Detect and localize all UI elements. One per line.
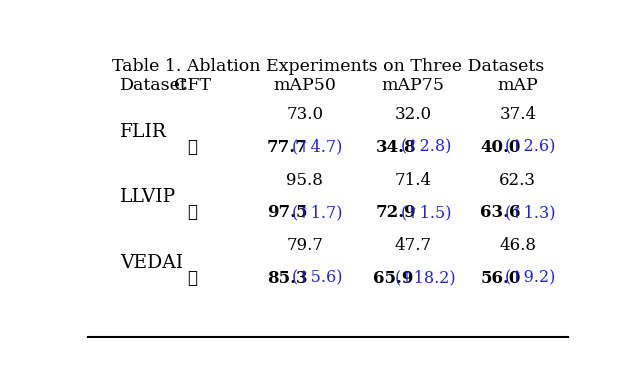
Text: 72.9: 72.9 [376,204,416,221]
Text: 77.7: 77.7 [267,139,308,156]
Text: 47.7: 47.7 [395,237,432,254]
Text: 56.0: 56.0 [480,270,520,287]
Text: ✓: ✓ [188,204,197,221]
Text: CFT: CFT [174,77,211,94]
Text: 37.4: 37.4 [499,106,536,124]
Text: LLVIP: LLVIP [120,188,177,206]
Text: 40.0: 40.0 [480,139,520,156]
Text: (↑4.7): (↑4.7) [292,139,343,156]
Text: (↑5.6): (↑5.6) [292,270,343,287]
Text: (↑2.6): (↑2.6) [505,139,556,156]
Text: Dataset: Dataset [120,77,188,94]
Text: mAP: mAP [497,77,538,94]
Text: FLIR: FLIR [120,123,167,141]
Text: 79.7: 79.7 [286,237,323,254]
Text: 65.9: 65.9 [373,270,413,287]
Text: Table 1. Ablation Experiments on Three Datasets: Table 1. Ablation Experiments on Three D… [112,58,544,75]
Text: ✓: ✓ [188,270,197,287]
Text: 85.3: 85.3 [267,270,308,287]
Text: 97.5: 97.5 [267,204,308,221]
Text: mAP50: mAP50 [273,77,336,94]
Text: 62.3: 62.3 [499,172,536,189]
Text: (↑1.7): (↑1.7) [292,204,343,221]
Text: (↑18.2): (↑18.2) [396,270,457,287]
Text: ✓: ✓ [188,139,197,156]
Text: VEDAI: VEDAI [120,254,184,272]
Text: (↑1.5): (↑1.5) [400,204,452,221]
Text: (↑1.3): (↑1.3) [505,204,556,221]
Text: 63.6: 63.6 [480,204,521,221]
Text: (↑9.2): (↑9.2) [505,270,556,287]
Text: 71.4: 71.4 [395,172,432,189]
Text: 34.8: 34.8 [376,139,416,156]
Text: mAP75: mAP75 [381,77,445,94]
Text: 73.0: 73.0 [286,106,323,124]
Text: 46.8: 46.8 [499,237,536,254]
Text: 32.0: 32.0 [395,106,432,124]
Text: (↑2.8): (↑2.8) [401,139,452,156]
Text: 95.8: 95.8 [286,172,323,189]
